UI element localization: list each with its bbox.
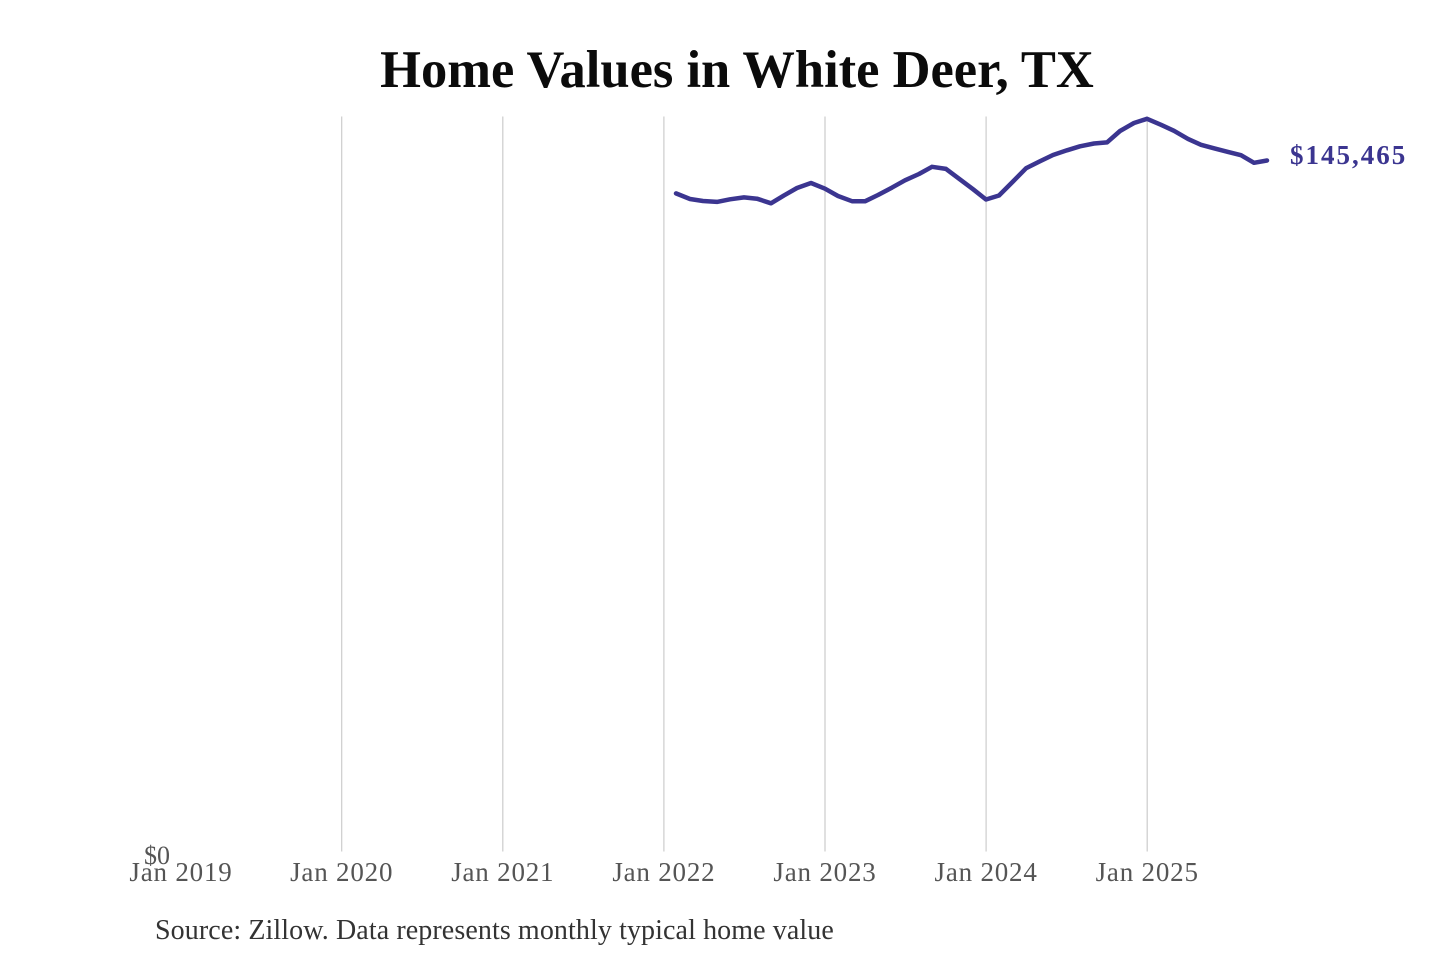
svg-text:Jan 2025: Jan 2025 — [1096, 857, 1199, 887]
svg-text:Home Values in White Deer, TX: Home Values in White Deer, TX — [380, 41, 1094, 99]
svg-text:Source: Zillow. Data represent: Source: Zillow. Data represents monthly … — [155, 915, 834, 946]
svg-text:Jan 2021: Jan 2021 — [451, 857, 554, 887]
svg-text:Jan 2022: Jan 2022 — [612, 857, 715, 887]
svg-text:Jan 2019: Jan 2019 — [129, 857, 232, 887]
svg-text:$0: $0 — [144, 841, 170, 870]
svg-text:Jan 2023: Jan 2023 — [773, 857, 876, 887]
svg-text:$145,465: $145,465 — [1290, 140, 1407, 170]
svg-text:Jan 2020: Jan 2020 — [290, 857, 393, 887]
svg-text:Jan 2024: Jan 2024 — [935, 857, 1038, 887]
